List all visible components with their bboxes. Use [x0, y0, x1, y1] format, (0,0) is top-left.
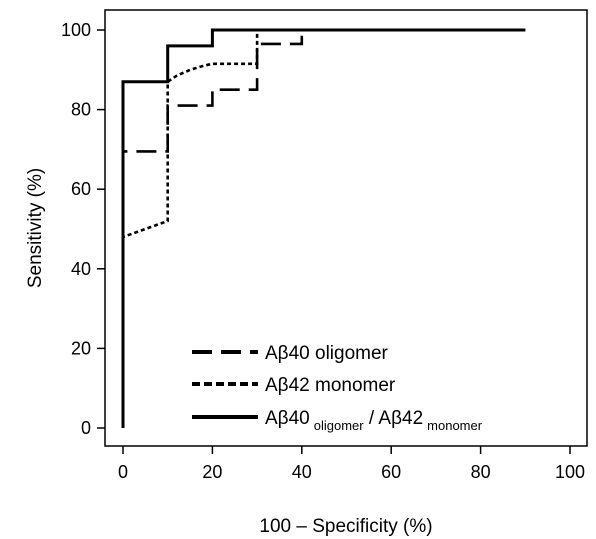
legend-label-ratio: Aβ40 oligomer / Aβ42 monomer [265, 408, 483, 433]
legend-label-monomer: Aβ42 monomer [265, 375, 396, 396]
series-line-ratio [121, 28, 526, 428]
legend-ratio-base1: Aβ40 [265, 408, 310, 429]
y-tick-label: 60 [71, 179, 91, 199]
legend-ratio-sep: / [364, 408, 379, 429]
axes: 0 20 40 60 80 100 0 20 40 60 80 100 [61, 9, 588, 482]
x-axis-title: 100 – Specificity (%) [259, 516, 432, 537]
y-tick-label: 80 [71, 100, 91, 120]
x-tick-label: 100 [555, 462, 585, 482]
series-line-monomer [121, 28, 526, 428]
series-layer [121, 28, 526, 428]
x-tick-label: 80 [471, 462, 491, 482]
legend-ratio-sub2: monomer [427, 418, 483, 433]
plot-frame [104, 9, 588, 447]
legend-ratio-base2: Aβ42 [378, 408, 423, 429]
y-axis-title: Sensitivity (%) [25, 168, 46, 288]
y-tick-label: 40 [71, 259, 91, 279]
legend-ratio-sub1: oligomer [314, 418, 365, 433]
series-line-oligomer [121, 28, 526, 428]
x-tick-label: 60 [381, 462, 401, 482]
x-tick-label: 0 [118, 462, 128, 482]
y-tick-label: 20 [71, 338, 91, 358]
x-tick-label: 20 [202, 462, 222, 482]
y-tick-label: 0 [81, 418, 91, 438]
legend: Aβ40 oligomer Aβ42 monomer Aβ40 oligomer … [192, 343, 483, 433]
x-tick-label: 40 [292, 462, 312, 482]
legend-label-oligomer: Aβ40 oligomer [265, 343, 389, 364]
y-tick-label: 100 [61, 20, 91, 40]
